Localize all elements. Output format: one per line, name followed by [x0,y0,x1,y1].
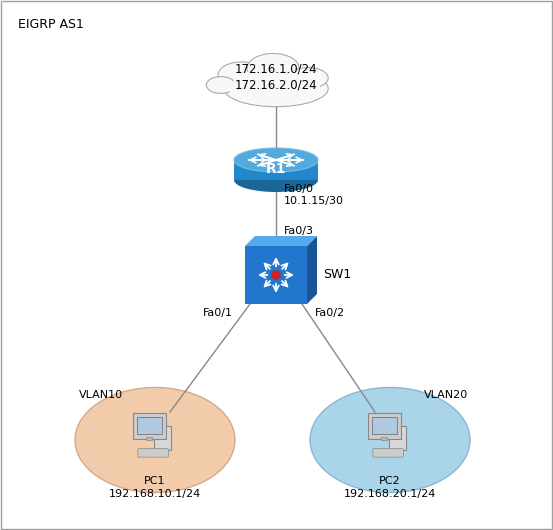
Polygon shape [307,236,317,304]
Polygon shape [245,246,307,304]
Polygon shape [234,160,318,180]
Text: Fa0/1: Fa0/1 [203,308,233,318]
Ellipse shape [232,68,320,99]
Ellipse shape [288,67,328,89]
Ellipse shape [75,387,235,492]
Text: Fa0/0
10.1.15/30: Fa0/0 10.1.15/30 [284,184,344,206]
FancyBboxPatch shape [373,448,403,457]
Ellipse shape [310,387,470,492]
Ellipse shape [247,54,299,83]
Text: R1: R1 [266,162,286,176]
FancyBboxPatch shape [138,448,168,457]
Text: VLAN20: VLAN20 [424,390,468,400]
Circle shape [272,271,280,279]
FancyBboxPatch shape [154,426,171,450]
Text: 172.16.1.0/24
172.16.2.0/24: 172.16.1.0/24 172.16.2.0/24 [234,63,317,91]
Text: SW1: SW1 [323,269,351,281]
Text: EIGRP AS1: EIGRP AS1 [18,18,84,31]
Bar [147,437,152,440]
Ellipse shape [229,77,322,104]
Ellipse shape [234,148,318,172]
Bar [372,417,397,434]
FancyBboxPatch shape [133,413,166,439]
Bar [382,437,387,440]
Bar [137,417,161,434]
Text: 192.168.10.1/24: 192.168.10.1/24 [109,489,201,499]
Ellipse shape [224,70,328,107]
Ellipse shape [234,168,318,192]
Text: PC2: PC2 [379,476,401,487]
Text: Fa0/2: Fa0/2 [315,308,345,318]
Text: Fa0/3: Fa0/3 [284,226,314,236]
FancyBboxPatch shape [389,426,406,450]
Polygon shape [245,236,317,246]
Ellipse shape [218,62,264,89]
Text: 192.168.20.1/24: 192.168.20.1/24 [344,489,436,499]
Text: VLAN10: VLAN10 [79,390,123,400]
Ellipse shape [206,77,236,93]
Text: PC1: PC1 [144,476,166,487]
FancyBboxPatch shape [368,413,401,439]
